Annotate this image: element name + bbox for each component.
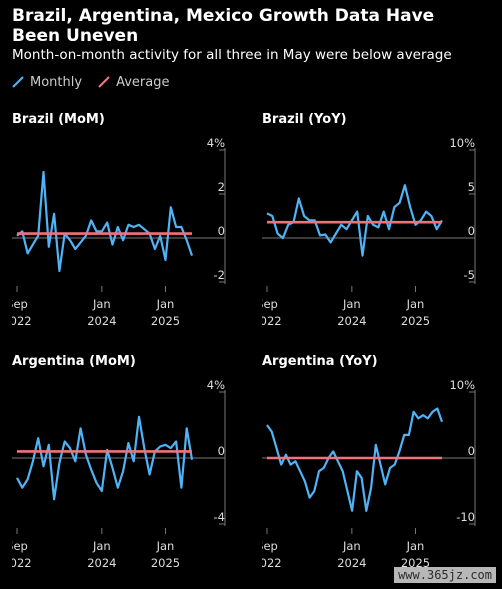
x-tick-label: Jan [92, 539, 111, 553]
x-tick-label: 2024 [87, 314, 116, 328]
x-tick-label: 2024 [337, 556, 366, 570]
x-tick-label: Jan [342, 297, 361, 311]
x-tick-label: 2022 [262, 314, 282, 328]
panel-title: Brazil (MoM) [12, 112, 105, 127]
legend-item-monthly: Monthly [12, 75, 82, 90]
y-tick-label: 0 [468, 444, 475, 458]
x-tick-label: 2025 [401, 556, 430, 570]
monthly-series-line [266, 407, 444, 512]
legend-item-average: Average [98, 75, 169, 90]
x-tick-label: Jan [156, 539, 175, 553]
y-tick-label: 0 [218, 224, 225, 238]
chart-svg: -4 0 4% Sep 2022 Jan 2024 Jan 2025 [12, 378, 226, 570]
x-tick-label: Jan [92, 297, 111, 311]
panel-title: Argentina (MoM) [12, 354, 136, 369]
y-tick-label: -10 [456, 510, 475, 524]
y-tick-label: 4% [207, 378, 225, 392]
chart-svg: -5 0 5 10% Sep 2022 Jan 2024 Jan 2025 [262, 136, 476, 328]
y-tick-label: 0 [468, 224, 475, 238]
y-tick-label: -4 [214, 510, 225, 524]
y-tick-label: 0 [218, 444, 225, 458]
legend: Monthly Average [12, 72, 185, 92]
x-tick-label: 2024 [87, 556, 116, 570]
x-tick-label: 2025 [401, 314, 430, 328]
x-tick-label: 2025 [151, 556, 180, 570]
watermark: www.365jz.com [394, 567, 496, 583]
chart-svg: -2 0 2 4% Sep 2022 Jan 2024 Jan 2025 [12, 136, 226, 328]
legend-label-average: Average [116, 74, 170, 90]
x-tick-label: 2024 [337, 314, 366, 328]
y-tick-label: 2 [218, 180, 225, 194]
legend-label-monthly: Monthly [30, 74, 83, 90]
x-tick-label: Sep [262, 539, 278, 553]
x-tick-label: Jan [342, 539, 361, 553]
x-tick-label: Sep [12, 297, 28, 311]
panel-title: Brazil (YoY) [262, 112, 347, 127]
y-tick-label: 10% [449, 378, 475, 392]
chart-svg: -10 0 10% Sep 2022 Jan 2024 Jan 2025 [262, 378, 476, 570]
monthly-series-line [16, 415, 194, 501]
chart-subtitle: Month-on-month activity for all three in… [12, 47, 452, 63]
panel-argentina-yoy: Argentina (YoY) -10 0 10% Sep 2022 Jan 2024 Jan… [262, 354, 502, 584]
x-tick-label: 2022 [12, 556, 32, 570]
x-tick-label: 2025 [151, 314, 180, 328]
monthly-series-line [266, 184, 443, 257]
panel-argentina-mom: Argentina (MoM) -4 0 4% Sep 2022 Jan 2024 Jan 20… [12, 354, 252, 584]
x-tick-label: Jan [406, 297, 425, 311]
panel-brazil-mom: Brazil (MoM) -2 0 2 4% Sep 2022 Jan 2024 Jan 2025 [12, 112, 252, 342]
x-tick-label: Sep [262, 297, 278, 311]
x-tick-label: 2022 [12, 314, 32, 328]
y-tick-label: 5 [468, 180, 475, 194]
y-tick-label: 4% [207, 136, 225, 150]
x-tick-label: Sep [12, 539, 28, 553]
y-tick-label: -5 [464, 268, 475, 282]
y-tick-label: -2 [214, 268, 225, 282]
panel-title: Argentina (YoY) [262, 354, 378, 369]
monthly-line-icon [12, 76, 24, 88]
y-tick-label: 10% [449, 136, 475, 150]
x-tick-label: 2022 [262, 556, 282, 570]
x-tick-label: Jan [406, 539, 425, 553]
average-line-icon [98, 76, 110, 88]
x-tick-label: Jan [156, 297, 175, 311]
monthly-series-line [16, 170, 194, 273]
panel-brazil-yoy: Brazil (YoY) -5 0 5 10% Sep 2022 Jan 2024 Jan 202… [262, 112, 502, 342]
chart-title: Brazil, Argentina, Mexico Growth Data Ha… [12, 6, 435, 46]
